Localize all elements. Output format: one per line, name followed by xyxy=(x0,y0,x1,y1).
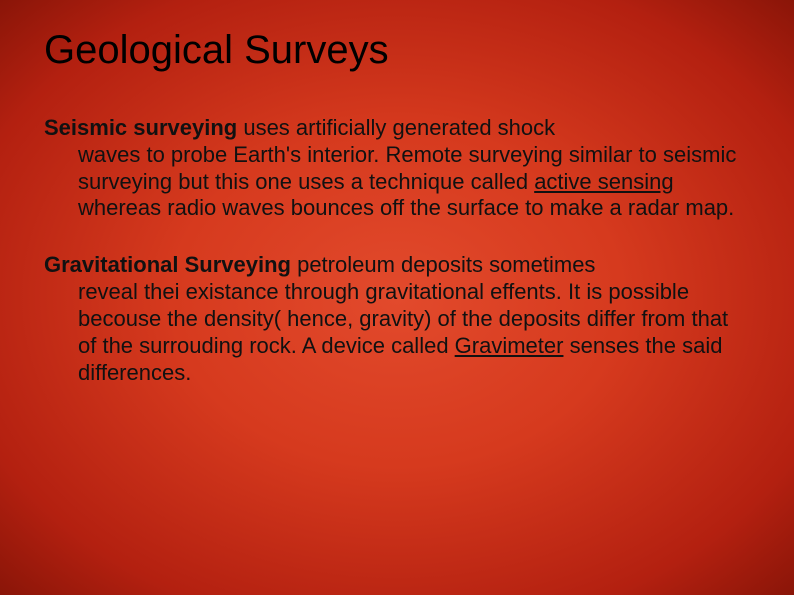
indent-gravitational: reveal thei existance through gravitatio… xyxy=(44,279,750,386)
underline-gravimeter: Gravimeter xyxy=(455,333,564,358)
paragraph-gravitational: Gravitational Surveying petroleum deposi… xyxy=(44,252,750,386)
lead-gravitational: Gravitational Surveying xyxy=(44,252,291,277)
slide-title: Geological Surveys xyxy=(44,28,750,73)
paragraph-seismic: Seismic surveying uses artificially gene… xyxy=(44,115,750,222)
rest-line-gravitational: petroleum deposits sometimes xyxy=(291,252,595,277)
rest-line-seismic: uses artificially generated shock xyxy=(237,115,555,140)
lead-seismic: Seismic surveying xyxy=(44,115,237,140)
post-seismic: whereas radio waves bounces off the surf… xyxy=(78,195,734,220)
indent-seismic: waves to probe Earth's interior. Remote … xyxy=(44,142,750,222)
underline-active-sensing: active sensing xyxy=(534,169,673,194)
